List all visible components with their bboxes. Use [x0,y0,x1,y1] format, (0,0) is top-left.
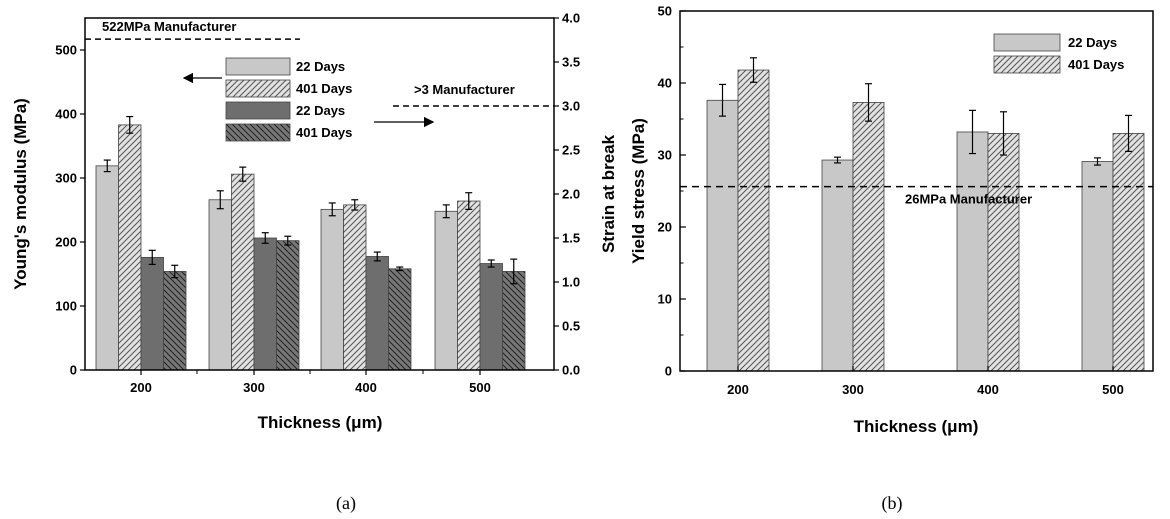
x-tick-label: 300 [243,380,265,395]
legend-swatch-solid-light [993,33,1061,52]
bar-right-solid-dark-200 [140,256,164,371]
y-right-tick-label: 1.0 [562,275,580,290]
panel-a-bars [95,115,526,371]
legend-label: 401 Days [1068,57,1124,72]
legend-swatch-right-solid-dark [225,101,291,120]
reference-label-yield: 26MPa Manufacturer [905,192,1032,207]
bar-right-hatch-dark-200 [163,271,187,371]
y-left-tick-label: 100 [55,299,77,314]
bar-left-solid-light-400 [320,208,344,371]
bar-hatch-light-200 [737,69,770,372]
y-right-tick-label: 2.0 [562,187,580,202]
y-right-tick-label: 1.5 [562,231,580,246]
y-right-tick-label: 0.0 [562,363,580,378]
y-tick-label: 40 [658,76,672,91]
bar-solid-light-300 [821,159,854,372]
bar-solid-light-500 [1081,161,1114,372]
x-tick-label: 400 [977,382,999,397]
x-tick-label: 200 [130,380,152,395]
bar-right-hatch-dark-500 [502,271,526,371]
y-tick-label: 50 [658,4,672,19]
y-tick-label: 0 [665,364,672,379]
bar-left-hatch-light-200 [118,124,142,371]
legend-swatch-left-hatch-light [225,79,291,98]
y-left-tick-label: 200 [55,235,77,250]
x-tick-label: 200 [727,382,749,397]
bar-solid-light-400 [956,131,989,372]
x-tick-label: 400 [355,380,377,395]
panel-a-y-axis-title-left: Young's modulus (MPa) [11,98,30,290]
panel-a-reference-lines: 522MPa Manufacturer >3 Manufacturer [85,19,554,107]
legend-label: 22 Days [1068,35,1117,50]
bar-left-solid-light-300 [208,199,232,371]
bar-right-solid-dark-300 [253,237,277,371]
bar-hatch-light-500 [1112,132,1145,372]
bar-solid-light-200 [706,99,739,372]
chart-panel-b: 0 10 20 30 40 50 200 300 400 500 26MPa Manufactur… [629,4,1154,514]
y-tick-label: 30 [658,148,672,163]
panel-a-caption: (a) [336,493,356,514]
y-left-tick-label: 300 [55,171,77,186]
panel-a-x-axis-title: Thickness (μm) [258,413,383,432]
panel-b-x-axis-title: Thickness (μm) [854,417,979,436]
y-right-tick-label: 0.5 [562,319,580,334]
y-right-tick-label: 3.0 [562,99,580,114]
y-right-tick-label: 4.0 [562,11,580,26]
panel-b-legend: 22 Days 401 Days [993,33,1124,74]
bar-left-solid-light-200 [95,165,119,371]
reference-label-modulus: 522MPa Manufacturer [102,19,236,34]
x-tick-label: 300 [842,382,864,397]
legend-label: 22 Days [296,103,345,118]
legend-swatch-right-hatch-dark [225,123,291,142]
legend-swatch-left-solid-light [225,57,291,76]
bar-right-solid-dark-500 [479,263,503,371]
y-tick-label: 20 [658,220,672,235]
panel-a-legend: 22 Days 401 Days 22 Days 401 Days [182,57,435,142]
legend-label: 401 Days [296,81,352,96]
bar-hatch-light-300 [852,102,885,372]
chart-panel-a: 0 100 200 300 400 500 0.0 0.5 1.0 1.5 2.0 2.5 3.0 3.5… [11,11,618,515]
y-left-tick-label: 500 [55,43,77,58]
y-right-tick-label: 2.5 [562,143,580,158]
panel-a-axes: 0 100 200 300 400 500 0.0 0.5 1.0 1.5 2.0 2.5 3.0 3.5… [55,11,580,396]
reference-label-strain: >3 Manufacturer [414,82,515,97]
bar-left-hatch-light-400 [343,204,367,371]
bar-left-hatch-light-300 [231,173,255,371]
bar-right-hatch-dark-400 [388,268,412,371]
y-left-tick-label: 400 [55,107,77,122]
panel-b-bars [706,57,1145,372]
bar-left-solid-light-500 [434,210,458,371]
panel-b-y-axis-title: Yield stress (MPa) [629,118,648,264]
y-left-tick-label: 0 [70,363,77,378]
panel-b-reference-lines: 26MPa Manufacturer [680,185,1153,207]
panel-a-y-axis-title-right: Strain at break [599,134,618,253]
bar-left-hatch-light-500 [457,200,481,371]
legend-swatch-hatch-light [993,55,1061,74]
y-right-tick-label: 3.5 [562,55,580,70]
y-tick-label: 10 [658,292,672,307]
panel-b-axes: 0 10 20 30 40 50 200 300 400 500 [658,4,1124,398]
bar-hatch-light-400 [987,132,1020,372]
legend-label: 22 Days [296,59,345,74]
panel-b-caption: (b) [882,493,903,514]
x-tick-label: 500 [469,380,491,395]
legend-label: 401 Days [296,125,352,140]
bar-right-hatch-dark-300 [276,240,300,371]
x-tick-label: 500 [1102,382,1124,397]
bar-right-solid-dark-400 [365,256,389,371]
